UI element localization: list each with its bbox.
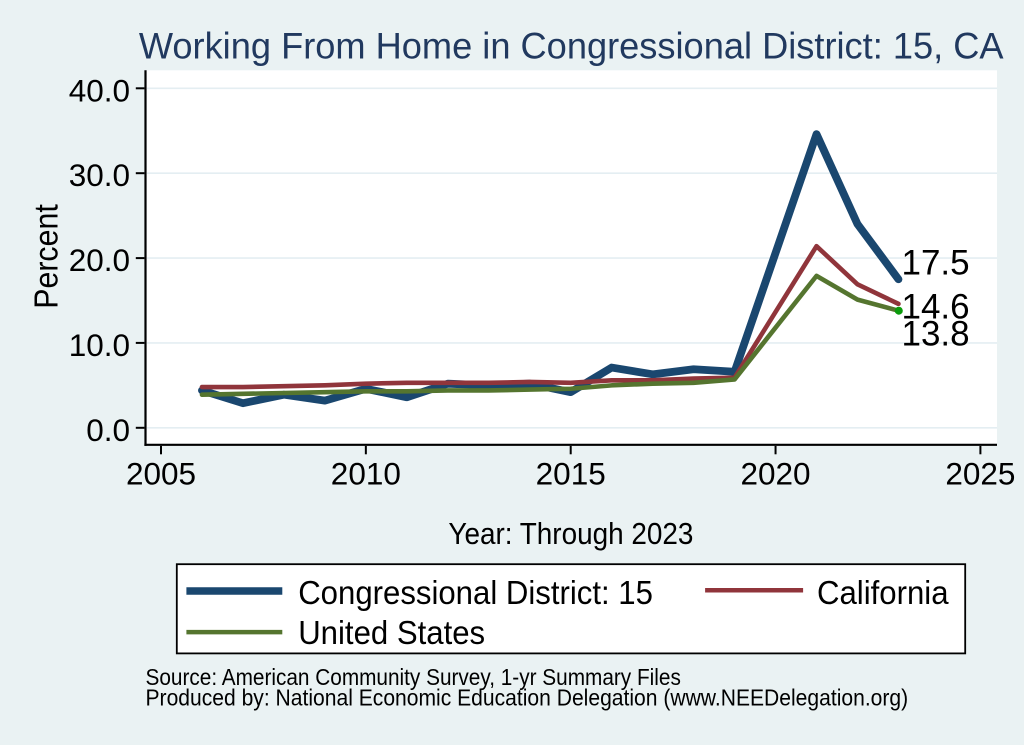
svg-text:California: California — [817, 574, 949, 611]
svg-text:2025: 2025 — [945, 456, 1015, 492]
svg-text:Working From Home in Congressi: Working From Home in Congressional Distr… — [139, 25, 1004, 66]
svg-text:2010: 2010 — [331, 456, 401, 492]
svg-text:13.8: 13.8 — [902, 315, 970, 354]
svg-text:Year: Through 2023: Year: Through 2023 — [448, 517, 693, 551]
svg-text:2005: 2005 — [126, 456, 196, 492]
svg-text:Percent: Percent — [27, 204, 64, 309]
svg-text:United States: United States — [298, 614, 485, 651]
svg-text:Congressional District: 15: Congressional District: 15 — [298, 574, 653, 611]
svg-text:Source: American Community Sur: Source: American Community Survey, 1-yr … — [146, 664, 681, 690]
svg-text:2015: 2015 — [536, 456, 606, 492]
svg-text:Produced by: National Economic: Produced by: National Economic Education… — [146, 684, 909, 710]
svg-text:2020: 2020 — [741, 456, 811, 492]
svg-text:17.5: 17.5 — [902, 244, 970, 283]
svg-text:30.0: 30.0 — [69, 157, 130, 193]
svg-text:14.6: 14.6 — [902, 287, 970, 326]
svg-text:40.0: 40.0 — [69, 72, 130, 108]
svg-text:10.0: 10.0 — [69, 327, 130, 363]
svg-text:0.0: 0.0 — [86, 412, 130, 448]
svg-text:20.0: 20.0 — [69, 242, 130, 278]
